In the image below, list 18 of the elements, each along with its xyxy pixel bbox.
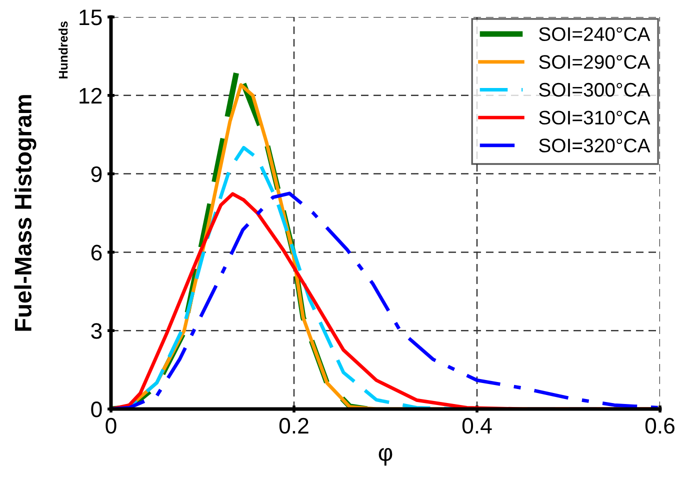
y-axis-title: Fuel-Mass Histogram	[14, 95, 36, 331]
x-tick-label: 0.2	[279, 418, 308, 434]
x-tick-label: 0	[106, 418, 116, 434]
legend-label: SOI=240°CA	[539, 27, 650, 42]
y-tick-label: 3	[91, 323, 102, 339]
y-tick-label: 9	[91, 166, 102, 182]
y-tick-label: 12	[80, 88, 102, 104]
x-axis-title: φ	[378, 448, 392, 466]
x-tick-label: 0.6	[645, 418, 674, 434]
y-tick-label: 15	[80, 10, 102, 26]
y-tick-label: 0	[91, 402, 102, 418]
y-tick-label: 6	[91, 244, 102, 260]
legend-label: SOI=300°CA	[539, 82, 650, 97]
x-tick-label: 0.4	[462, 418, 492, 434]
text: Hundreds	[58, 21, 68, 78]
legend-label: SOI=320°CA	[539, 138, 650, 152]
legend-label: SOI=310°CA	[539, 110, 650, 125]
legend-label: SOI=290°CA	[539, 55, 650, 69]
